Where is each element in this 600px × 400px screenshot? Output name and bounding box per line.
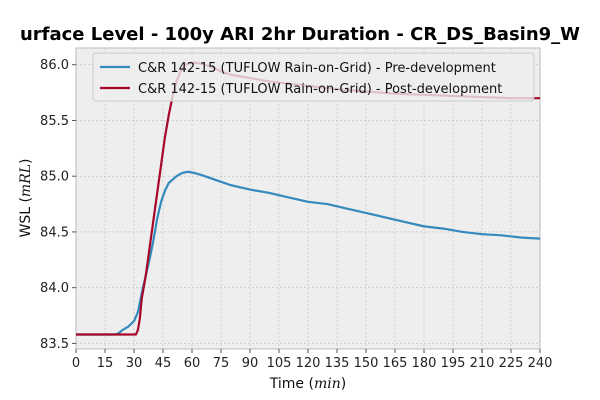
x-tick-label: 240 (528, 356, 553, 371)
legend-label-post-development: C&R 142-15 (TUFLOW Rain-on-Grid) - Post-… (138, 82, 502, 97)
x-tick-label: 60 (184, 356, 201, 371)
x-tick-label: 195 (441, 356, 466, 371)
x-axis-label-text: Time (269, 376, 304, 392)
x-tick-label: 75 (213, 356, 230, 371)
x-axis-label: Time (min) (269, 376, 346, 392)
x-tick-label: 15 (97, 356, 114, 371)
y-axis-unit: mRL (18, 164, 34, 197)
chart-title: urface Level - 100y ARI 2hr Duration - C… (20, 24, 580, 45)
x-axis-ticks: 0 15 30 45 60 75 90 105 120 135 150 165 180 195 210 225… (72, 349, 553, 371)
legend-box (92, 52, 535, 102)
y-axis-ticks: 83.5 84.0 84.5 85.0 85.5 86.0 (40, 58, 76, 352)
x-axis-unit: min (314, 376, 341, 392)
y-axis-label: WSL (mRL) (18, 158, 34, 237)
y-tick-label: 84.0 (40, 281, 69, 296)
x-tick-label: 180 (412, 356, 437, 371)
legend: C&R 142-15 (TUFLOW Rain-on-Grid) - Pre-d… (92, 52, 535, 102)
y-tick-label: 86.0 (40, 58, 69, 73)
y-tick-label: 84.5 (40, 225, 69, 240)
x-tick-label: 0 (72, 356, 80, 371)
y-tick-label: 85.5 (40, 114, 69, 129)
x-tick-label: 120 (296, 356, 321, 371)
x-tick-label: 45 (155, 356, 172, 371)
x-tick-label: 150 (354, 356, 379, 371)
legend-label-pre-development: C&R 142-15 (TUFLOW Rain-on-Grid) - Pre-d… (138, 61, 496, 76)
x-tick-label: 135 (325, 356, 350, 371)
y-tick-label: 83.5 (40, 337, 69, 352)
x-tick-label: 90 (242, 356, 259, 371)
series-line-pre-development (76, 170, 540, 336)
x-tick-label: 30 (126, 356, 143, 371)
x-tick-label: 225 (499, 356, 524, 371)
x-tick-label: 105 (267, 356, 292, 371)
x-tick-label: 210 (470, 356, 495, 371)
y-tick-label: 85.0 (40, 170, 69, 185)
y-axis-label-text: WSL (18, 207, 34, 238)
x-tick-label: 165 (383, 356, 408, 371)
